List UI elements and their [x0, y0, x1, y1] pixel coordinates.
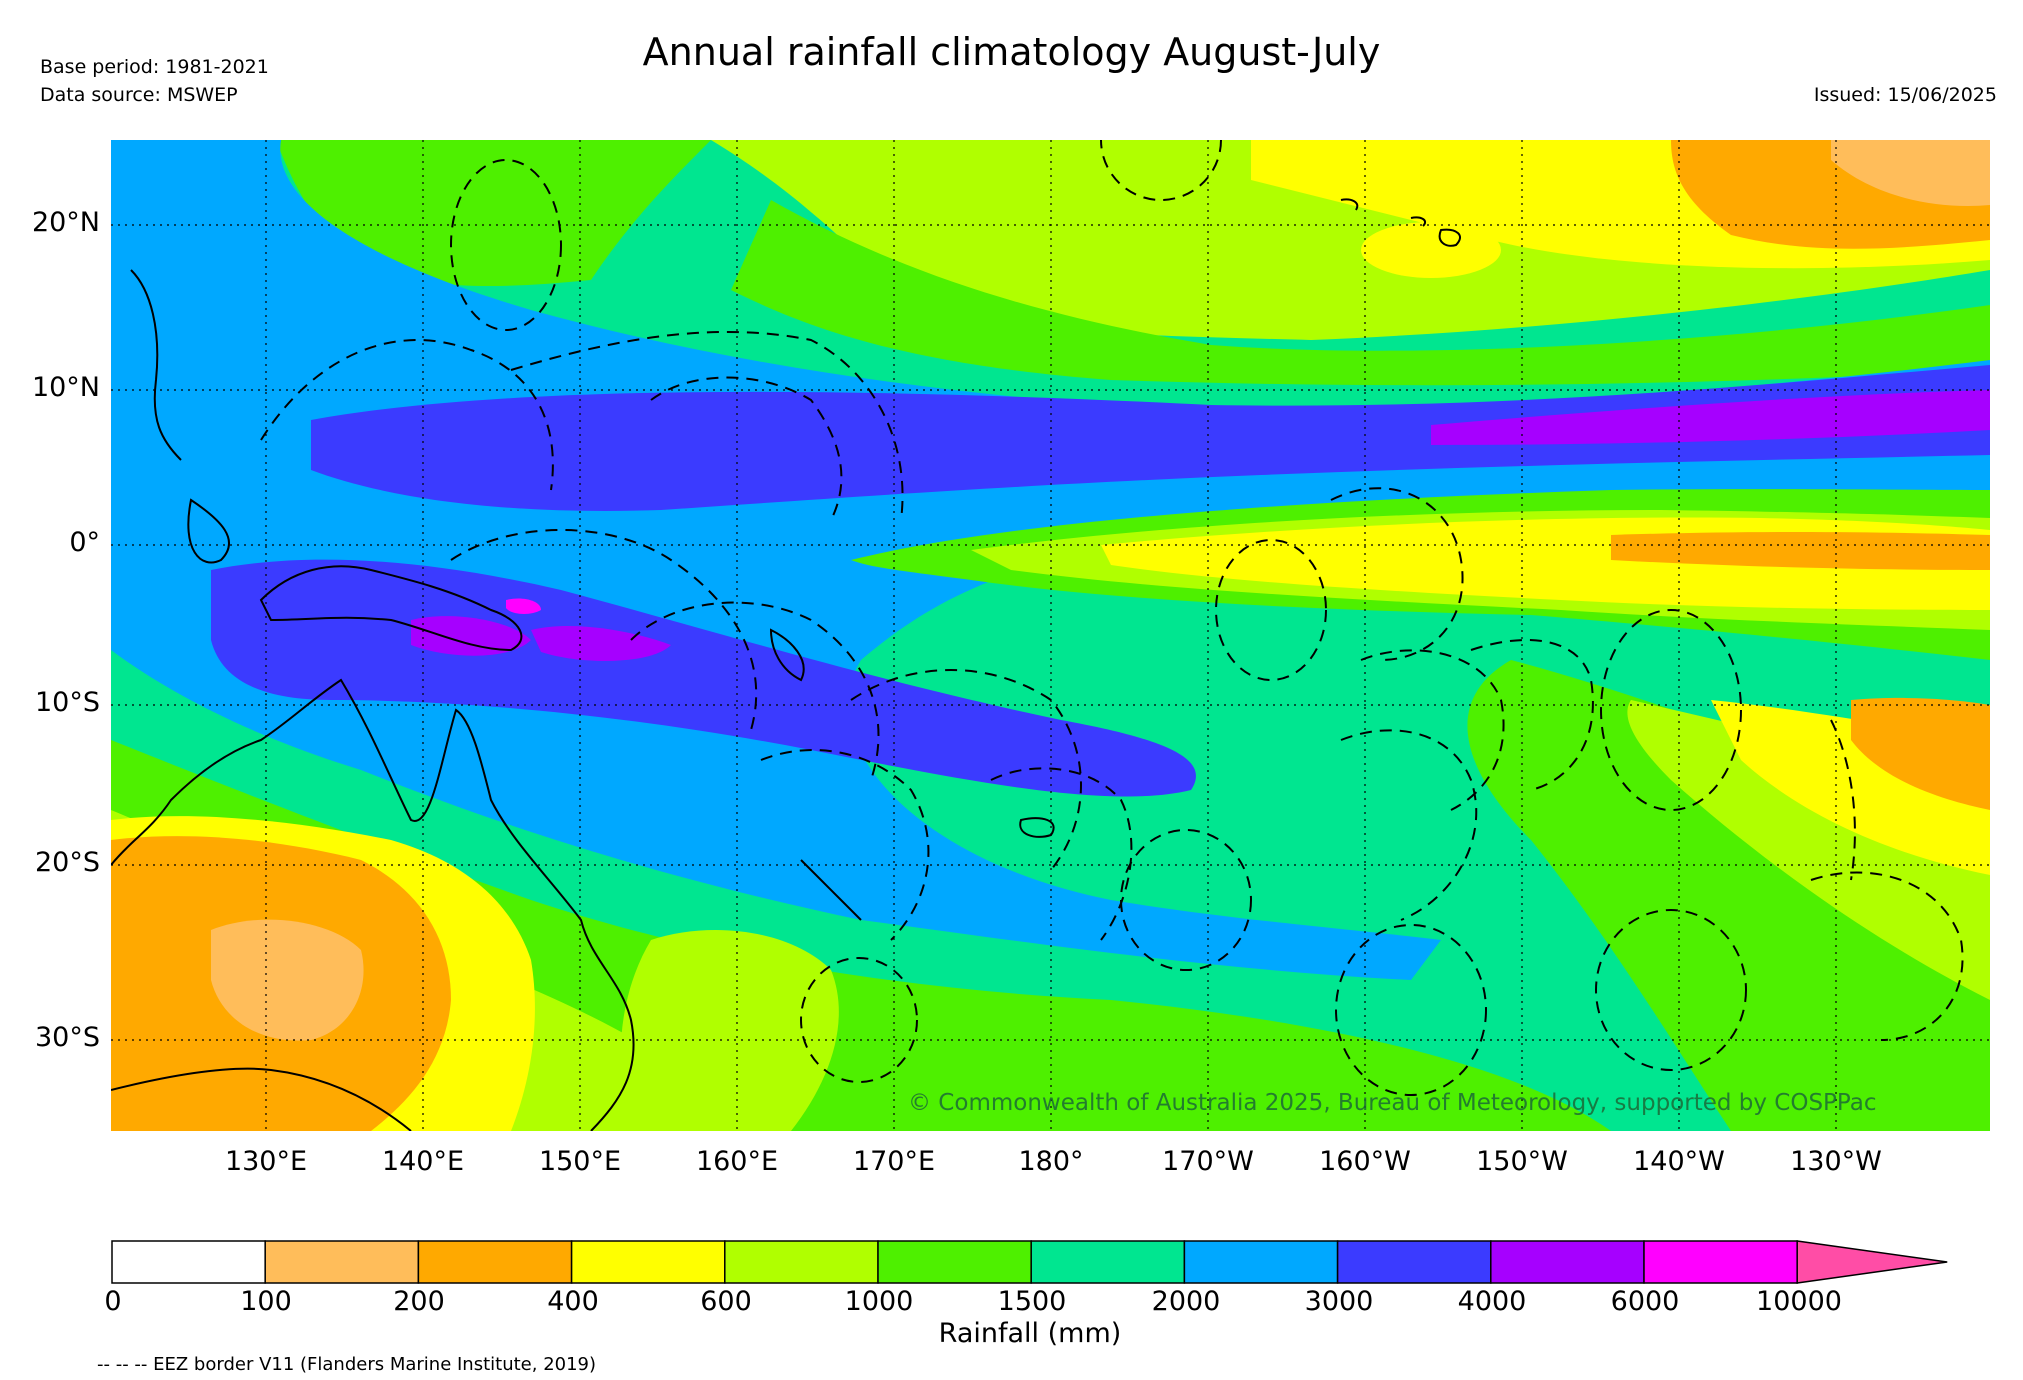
legend-tick: 0 [104, 1286, 122, 1317]
legend-tick: 4000 [1457, 1286, 1527, 1317]
legend-swatch [264, 1240, 420, 1284]
coastlines [111, 198, 1461, 1131]
lat-label-10n: 10°N [31, 372, 100, 403]
base-period: Base period: 1981-2021 [40, 56, 269, 78]
lon-label-130w: 130°W [1790, 1146, 1882, 1177]
legend-tick: 1500 [997, 1286, 1067, 1317]
legend-tick: 400 [547, 1286, 599, 1317]
lat-label-20n: 20°N [31, 207, 100, 238]
legend-tick: 200 [393, 1286, 445, 1317]
legend-swatch [570, 1240, 726, 1284]
legend-label: Rainfall (mm) [938, 1318, 1122, 1349]
lon-label-140w: 140°W [1633, 1146, 1725, 1177]
lon-label-160w: 160°W [1319, 1146, 1411, 1177]
legend-swatch [1336, 1240, 1492, 1284]
legend-tick: 6000 [1610, 1286, 1680, 1317]
data-source: Data source: MSWEP [40, 84, 238, 106]
legend-swatch [111, 1240, 266, 1284]
legend-tick: 100 [240, 1286, 292, 1317]
legend-swatch [1030, 1240, 1186, 1284]
legend-swatch [417, 1240, 573, 1284]
legend-swatch [1490, 1240, 1645, 1284]
copyright-notice: © Commonwealth of Australia 2025, Bureau… [908, 1090, 1877, 1116]
lon-label-170w: 170°W [1162, 1146, 1254, 1177]
lon-label-170e: 170°E [852, 1146, 936, 1177]
issued-date: Issued: 15/06/2025 [1813, 84, 1997, 106]
legend-tick: 600 [700, 1286, 752, 1317]
legend-swatch [1183, 1240, 1339, 1284]
lon-label-130e: 130°E [224, 1146, 308, 1177]
legend-tick: 10000 [1756, 1286, 1842, 1317]
lat-label-30s: 30°S [35, 1022, 100, 1053]
graticule [111, 140, 1990, 1131]
rainfall-map [111, 140, 1990, 1131]
lat-label-10s: 10°S [35, 687, 100, 718]
lon-label-150w: 150°W [1476, 1146, 1568, 1177]
legend-swatch [1643, 1240, 1798, 1284]
page-title: Annual rainfall climatology August-July [642, 30, 1381, 74]
lon-label-150e: 150°E [538, 1146, 622, 1177]
legend-tick: 3000 [1304, 1286, 1374, 1317]
lon-label-160e: 160°E [695, 1146, 779, 1177]
lat-label-20s: 20°S [35, 847, 100, 878]
eez-note: -- -- -- EEZ border V11 (Flanders Marine… [97, 1354, 597, 1375]
legend-tick: 1000 [844, 1286, 914, 1317]
lat-label-0: 0° [69, 527, 100, 558]
legend-swatch [877, 1240, 1032, 1284]
legend-swatch [724, 1240, 879, 1284]
lon-label-140e: 140°E [381, 1146, 465, 1177]
lon-label-180: 180° [1018, 1146, 1084, 1177]
legend-tick: 2000 [1151, 1286, 1221, 1317]
colorbar [111, 1240, 1948, 1284]
legend-extend-arrow [1796, 1240, 1948, 1284]
